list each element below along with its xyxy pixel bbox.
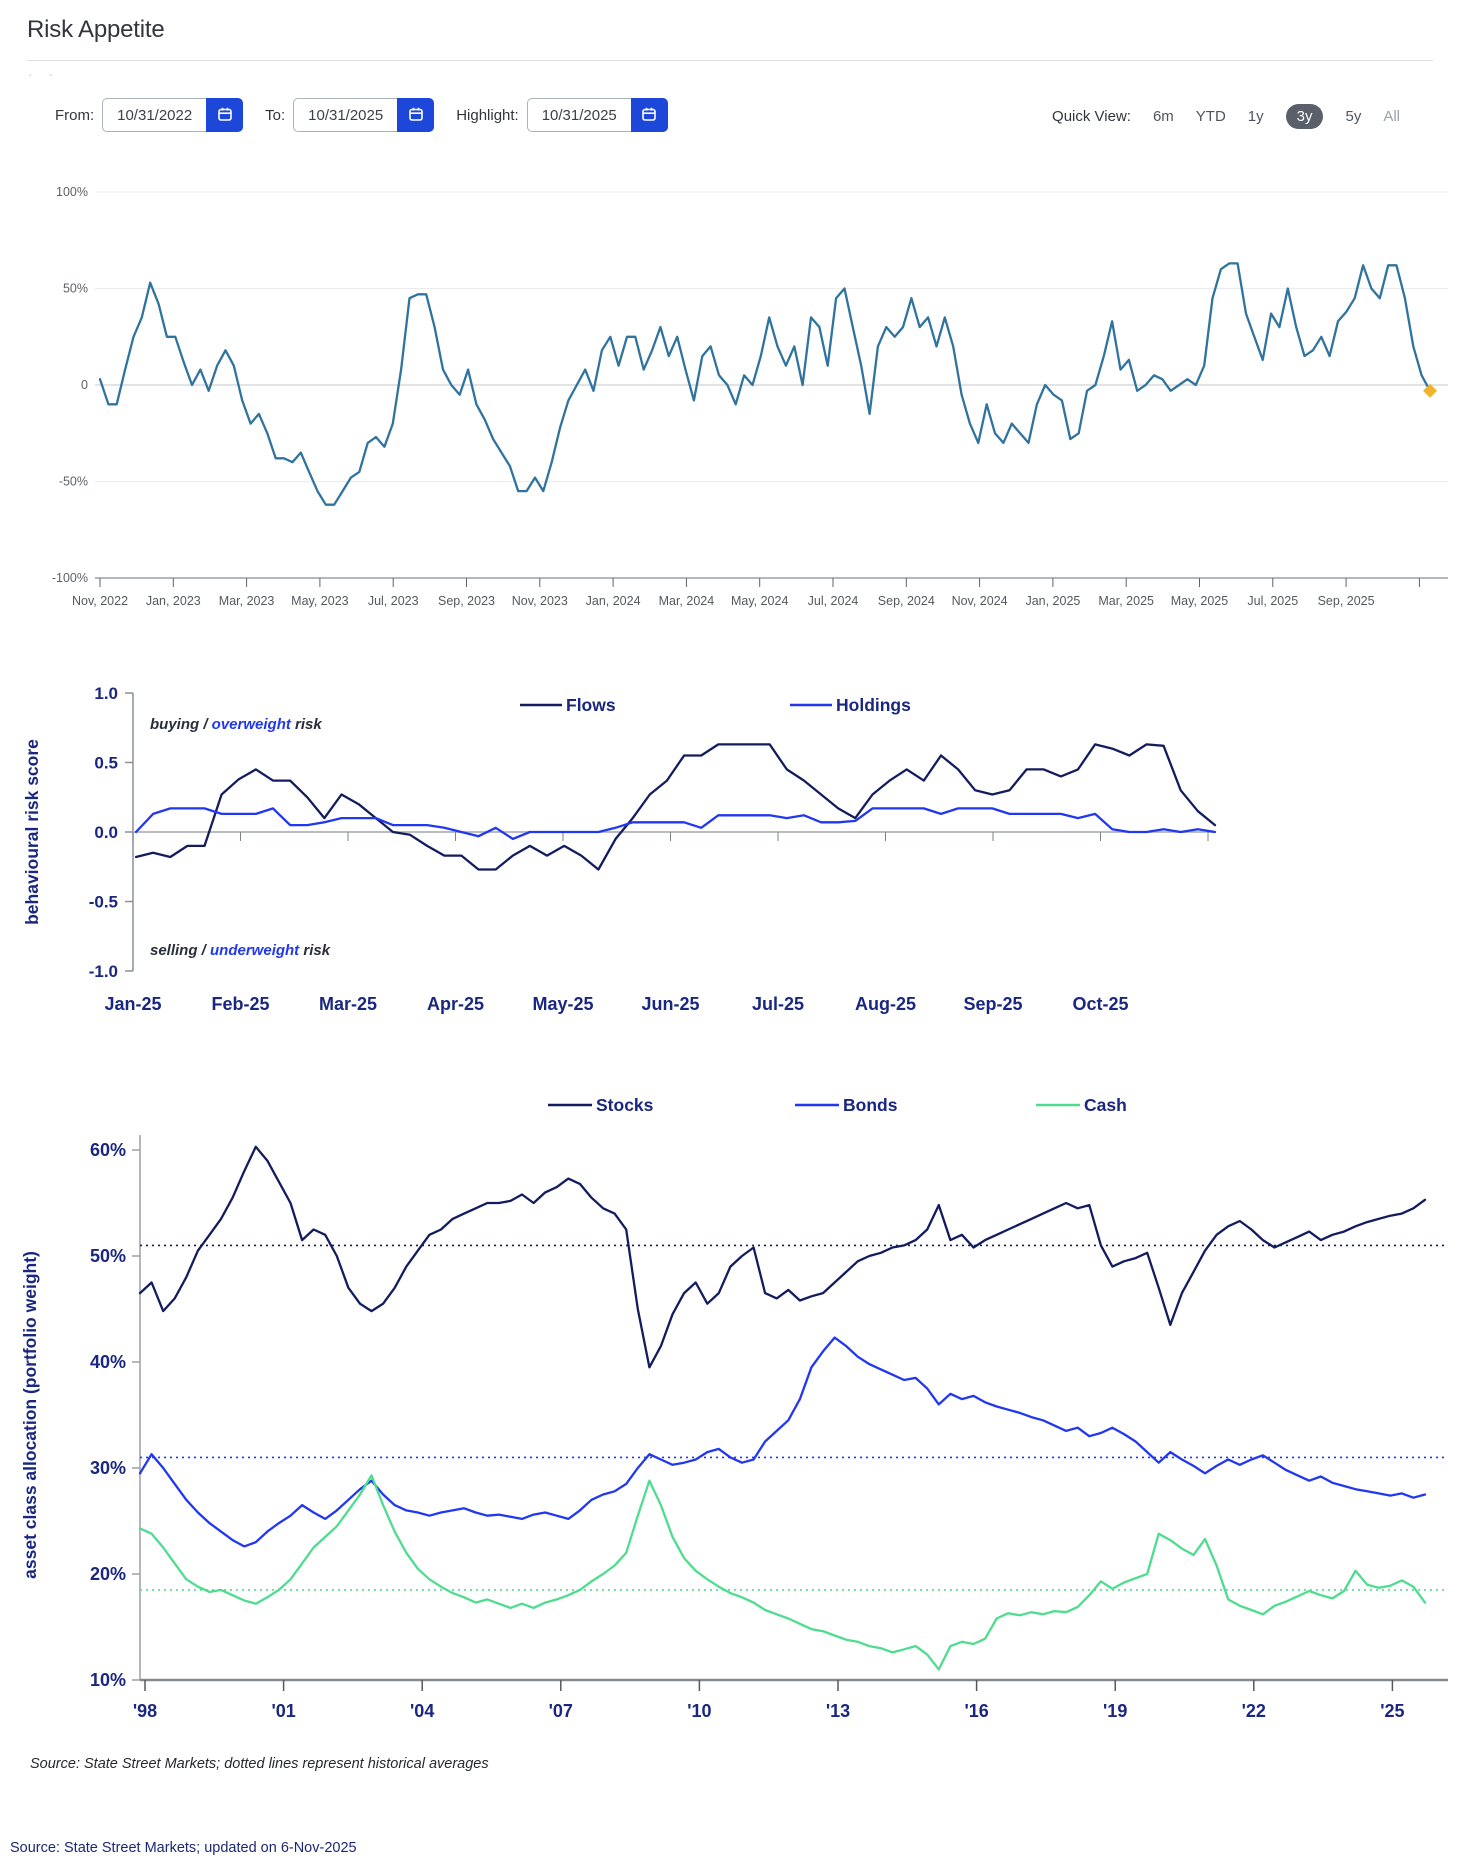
svg-text:'07: '07	[549, 1701, 573, 1721]
svg-text:Jul, 2023: Jul, 2023	[368, 594, 419, 608]
svg-text:Sep, 2024: Sep, 2024	[878, 594, 935, 608]
svg-text:30%: 30%	[90, 1458, 126, 1478]
page-title: Risk Appetite	[27, 16, 165, 43]
title-divider	[27, 60, 1433, 61]
svg-text:40%: 40%	[90, 1352, 126, 1372]
svg-text:Sep-25: Sep-25	[963, 994, 1022, 1014]
svg-text:Bonds: Bonds	[843, 1095, 898, 1115]
svg-text:Nov, 2023: Nov, 2023	[512, 594, 568, 608]
svg-text:Aug-25: Aug-25	[855, 994, 916, 1014]
svg-text:'22: '22	[1242, 1701, 1266, 1721]
highlight-date-group	[526, 98, 668, 132]
svg-text:60%: 60%	[90, 1140, 126, 1160]
svg-text:selling / underweight risk: selling / underweight risk	[150, 942, 331, 959]
svg-text:Jan, 2023: Jan, 2023	[146, 594, 201, 608]
quick-view-group: Quick View: 6m YTD 1y 3y 5y All	[1052, 104, 1400, 129]
chart-source-note: Source: State Street Markets; dotted lin…	[30, 1756, 489, 1772]
svg-text:Nov, 2022: Nov, 2022	[72, 594, 128, 608]
decorative-dots: · ·	[28, 66, 60, 82]
svg-text:Sep, 2025: Sep, 2025	[1318, 594, 1375, 608]
quick-view-3y-selected[interactable]: 3y	[1285, 104, 1324, 129]
svg-text:May, 2024: May, 2024	[731, 594, 788, 608]
svg-text:buying / overweight risk: buying / overweight risk	[150, 716, 322, 733]
svg-text:asset class allocation (portfo: asset class allocation (portfolio weight…	[20, 1251, 40, 1579]
svg-text:Mar-25: Mar-25	[319, 994, 377, 1014]
svg-text:Sep, 2023: Sep, 2023	[438, 594, 495, 608]
svg-text:Jul-25: Jul-25	[752, 994, 804, 1014]
svg-text:'98: '98	[133, 1701, 157, 1721]
svg-text:Jul, 2024: Jul, 2024	[808, 594, 859, 608]
svg-text:20%: 20%	[90, 1564, 126, 1584]
to-label: To:	[265, 106, 286, 124]
to-calendar-button[interactable]	[397, 98, 435, 132]
svg-text:'25: '25	[1380, 1701, 1404, 1721]
quick-view-5y[interactable]: 5y	[1345, 108, 1362, 125]
svg-text:May, 2023: May, 2023	[291, 594, 348, 608]
svg-text:-1.0: -1.0	[89, 962, 118, 981]
quick-view-ytd[interactable]: YTD	[1195, 108, 1226, 125]
svg-text:0.5: 0.5	[94, 754, 118, 773]
from-date-input[interactable]	[102, 98, 207, 132]
svg-text:100%: 100%	[56, 185, 88, 199]
svg-text:Jul, 2025: Jul, 2025	[1247, 594, 1298, 608]
svg-text:-50%: -50%	[59, 475, 88, 489]
asset-allocation-chart: 60% 50% 40% 30% 20% 10% '98 '01 '04 '07 '10 '13 '16 '…	[20, 1095, 1448, 1721]
page-source-note: Source: State Street Markets; updated on…	[10, 1840, 357, 1856]
quick-view-1y[interactable]: 1y	[1247, 108, 1264, 125]
svg-text:'10: '10	[687, 1701, 711, 1721]
svg-text:'16: '16	[964, 1701, 988, 1721]
to-date-group	[293, 98, 435, 132]
calendar-icon	[216, 105, 234, 126]
date-controls-bar: From: To: Highlight: Quick View: 6m YTD …	[0, 98, 1460, 136]
svg-text:0: 0	[81, 378, 88, 392]
svg-text:behavioural risk score: behavioural risk score	[22, 739, 42, 925]
svg-text:'04: '04	[410, 1701, 434, 1721]
svg-text:Jan-25: Jan-25	[104, 994, 161, 1014]
svg-text:Jun-25: Jun-25	[641, 994, 699, 1014]
svg-text:Mar, 2025: Mar, 2025	[1098, 594, 1154, 608]
svg-text:Oct-25: Oct-25	[1072, 994, 1128, 1014]
svg-text:Jan, 2025: Jan, 2025	[1025, 594, 1080, 608]
to-date-input[interactable]	[293, 98, 398, 132]
svg-text:1.0: 1.0	[94, 684, 118, 703]
highlight-label: Highlight:	[456, 106, 519, 124]
svg-text:-100%: -100%	[52, 571, 88, 585]
svg-text:Jan, 2024: Jan, 2024	[586, 594, 641, 608]
quick-view-all[interactable]: All	[1383, 108, 1400, 125]
from-date-group	[102, 98, 244, 132]
svg-text:Mar, 2023: Mar, 2023	[219, 594, 275, 608]
behavioural-risk-score-chart: 1.0 0.5 0.0 -0.5 -1.0 Jan-25 Feb-25 Mar-25 Apr-2…	[22, 684, 1217, 1014]
highlight-date-input[interactable]	[526, 98, 631, 132]
svg-text:50%: 50%	[63, 282, 88, 296]
svg-text:Nov, 2024: Nov, 2024	[952, 594, 1008, 608]
svg-text:'01: '01	[271, 1701, 295, 1721]
svg-text:'19: '19	[1103, 1701, 1127, 1721]
svg-text:Flows: Flows	[566, 695, 616, 715]
from-label: From:	[55, 106, 95, 124]
svg-text:Cash: Cash	[1084, 1095, 1127, 1115]
svg-text:Holdings: Holdings	[836, 695, 911, 715]
svg-text:Mar, 2024: Mar, 2024	[659, 594, 715, 608]
svg-text:10%: 10%	[90, 1670, 126, 1690]
svg-text:May, 2025: May, 2025	[1171, 594, 1228, 608]
svg-text:50%: 50%	[90, 1246, 126, 1266]
highlight-calendar-button[interactable]	[630, 98, 668, 132]
calendar-icon	[640, 105, 658, 126]
svg-text:Feb-25: Feb-25	[211, 994, 269, 1014]
svg-text:0.0: 0.0	[94, 823, 118, 842]
svg-text:Apr-25: Apr-25	[427, 994, 484, 1014]
svg-text:May-25: May-25	[532, 994, 593, 1014]
risk-appetite-chart: 100% 50% 0 -50% -100% Nov, 2022 Jan, 2023 Mar, …	[52, 185, 1448, 608]
quick-view-label: Quick View:	[1052, 108, 1131, 125]
calendar-icon	[407, 105, 425, 126]
quick-view-6m[interactable]: 6m	[1152, 108, 1174, 125]
from-calendar-button[interactable]	[206, 98, 244, 132]
svg-text:-0.5: -0.5	[89, 893, 118, 912]
svg-text:'13: '13	[826, 1701, 850, 1721]
svg-text:Stocks: Stocks	[596, 1095, 654, 1115]
